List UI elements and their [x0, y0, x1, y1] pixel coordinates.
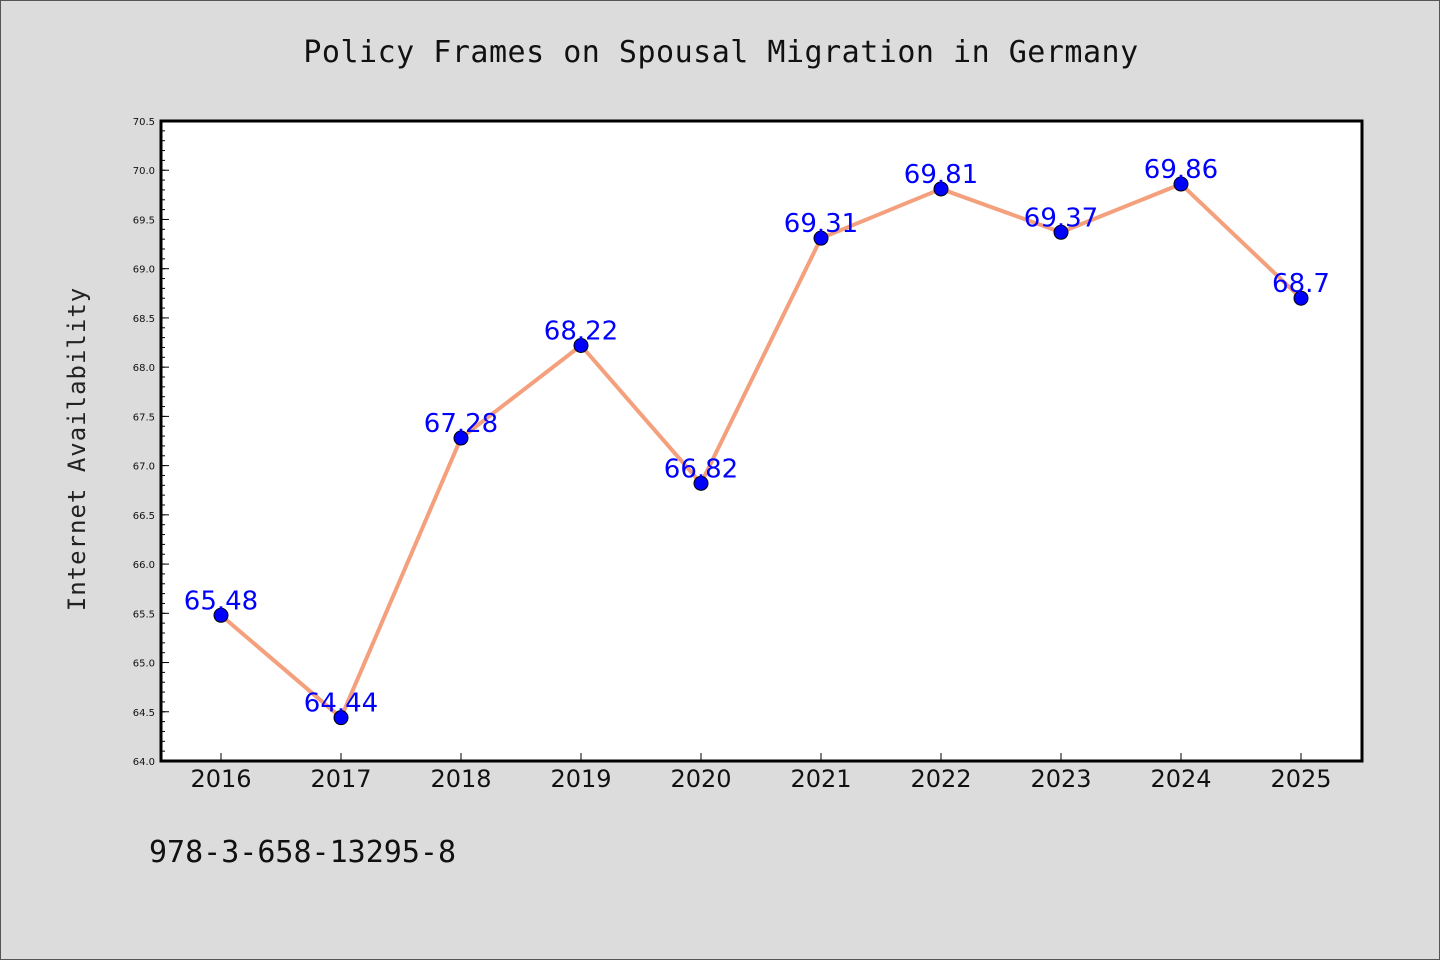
data-label: 66.82: [664, 454, 738, 484]
series-line: [219, 182, 1303, 720]
data-label: 68.22: [544, 316, 618, 346]
data-label: 69.81: [904, 160, 978, 190]
data-label: 67.28: [424, 409, 498, 439]
data-point: [333, 710, 349, 726]
isbn-text: 978-3-658-13295-8: [149, 835, 457, 870]
x-tick-label: 2024: [1150, 765, 1211, 793]
y-tick-label: 65.0: [133, 659, 155, 670]
data-label: 68.7: [1272, 269, 1330, 299]
x-tick-label: 2025: [1270, 765, 1331, 793]
data-point: [213, 607, 229, 623]
y-tick-label: 64.5: [133, 708, 155, 719]
data-label: 64.44: [304, 689, 378, 719]
data-point: [1053, 224, 1069, 240]
data-point: [693, 475, 709, 491]
x-tick-label: 2021: [790, 765, 851, 793]
data-point: [573, 337, 589, 353]
data-point: [1173, 176, 1189, 192]
data-point: [813, 230, 829, 246]
data-label: 69.37: [1024, 203, 1098, 233]
x-tick-label: 2020: [670, 765, 731, 793]
chart-title: Policy Frames on Spousal Migration in Ge…: [303, 35, 1139, 70]
data-label: 65.48: [184, 586, 258, 616]
y-tick-label: 70.5: [133, 117, 155, 128]
y-tick-label: 67.0: [133, 462, 155, 473]
y-tick-label: 67.5: [133, 412, 155, 423]
plot-area: [161, 121, 1362, 761]
y-tick-label: 69.0: [133, 265, 155, 276]
y-tick-label: 68.5: [133, 314, 155, 325]
x-tick-label: 2019: [550, 765, 611, 793]
x-tick-label: 2017: [310, 765, 371, 793]
y-tick-label: 69.5: [133, 215, 155, 226]
data-point: [1293, 290, 1309, 306]
x-tick-label: 2018: [430, 765, 491, 793]
data-label: 69.86: [1144, 155, 1218, 185]
data-point: [933, 181, 949, 197]
y-tick-label: 68.0: [133, 363, 155, 374]
y-tick-label: 70.0: [133, 166, 155, 177]
data-point: [453, 430, 469, 446]
plot-frame: [159, 119, 1364, 763]
x-tick-label: 2022: [910, 765, 971, 793]
y-tick-label: 64.0: [133, 757, 155, 768]
y-tick-label: 66.0: [133, 560, 155, 571]
data-label: 69.31: [784, 209, 858, 239]
y-tick-label: 65.5: [133, 609, 155, 620]
y-tick-label: 66.5: [133, 511, 155, 522]
x-tick-label: 2023: [1030, 765, 1091, 793]
x-tick-label: 2016: [190, 765, 251, 793]
